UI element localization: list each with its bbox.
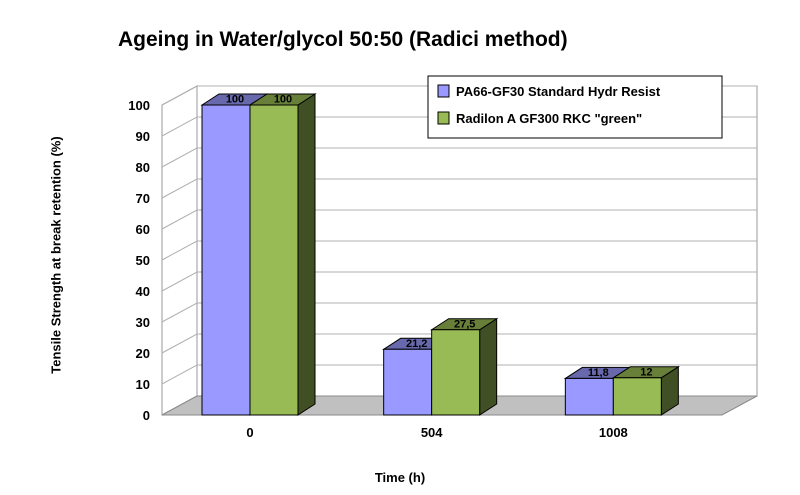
bar-side [479,317,498,416]
gridline [161,240,757,261]
bar [431,329,481,416]
y-tick-label: 70 [136,191,150,206]
bar [383,348,433,416]
legend-label: PA66-GF30 Standard Hydr Resist [456,84,661,99]
y-tick-label: 40 [136,284,150,299]
data-label: 27,5 [454,318,475,330]
x-axis-title: Time (h) [374,470,426,485]
data-label: 100 [274,94,292,106]
bar-side [297,93,316,416]
bar [249,104,299,416]
y-tick-label: 100 [128,98,150,113]
y-tick-label: 60 [136,222,150,237]
x-tick-label: 504 [421,425,443,440]
chart-title: Ageing in Water/glycol 50:50 (Radici met… [118,28,568,51]
y-tick-label: 0 [143,408,150,423]
gridline [161,333,757,354]
data-label: 100 [226,94,244,106]
gridline [161,302,757,323]
y-tick-label: 20 [136,346,150,361]
legend-swatch [437,111,450,125]
gridline [161,147,757,168]
legend-swatch [437,84,450,98]
y-tick-label: 80 [136,160,150,175]
bar [612,377,662,416]
x-tick-label: 1008 [599,425,628,440]
x-tick-label: 0 [246,425,253,440]
legend-label: Radilon A GF300 RKC "green" [456,111,642,126]
data-label: 21,2 [406,338,427,350]
y-tick-label: 50 [136,253,150,268]
gridline [161,271,757,292]
legend-box [427,75,723,139]
y-tick-label: 30 [136,315,150,330]
data-label: 12 [640,366,652,378]
gridline [161,364,757,385]
y-tick-label: 90 [136,129,150,144]
bar [564,377,614,416]
y-tick-label: 10 [136,377,150,392]
bar [201,104,251,416]
data-label: 11,8 [588,367,609,379]
gridline [161,178,757,199]
gridline [161,209,757,230]
